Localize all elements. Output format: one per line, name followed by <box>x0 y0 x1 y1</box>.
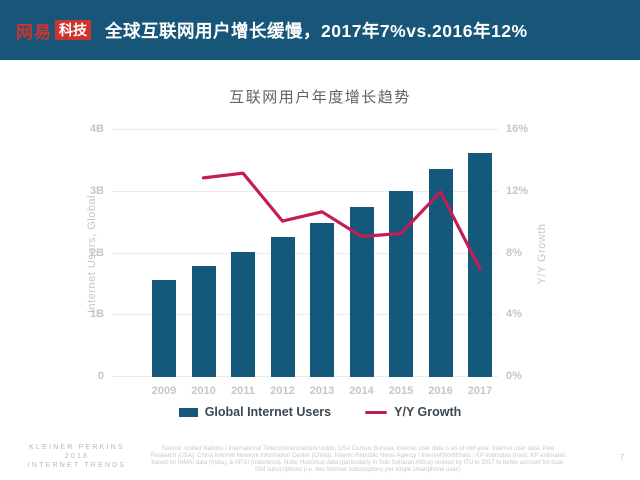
x-axis-label-2012: 2012 <box>270 385 295 397</box>
legend-item: Global Internet Users <box>178 405 332 419</box>
left-axis-tick: 3B <box>89 184 104 197</box>
left-axis-tick: 0 <box>97 370 104 382</box>
bar-2009 <box>152 280 176 377</box>
x-axis-label-2011: 2011 <box>231 385 255 397</box>
right-axis-tick: 8% <box>506 246 522 259</box>
brand-line-2: 2018 <box>64 453 90 460</box>
plot-area: Internet Users, Global Y/Y Growth 0 0% 1B 4… <box>86 123 548 397</box>
chart-title: 互联网用户年度增长趋势 <box>229 89 411 106</box>
chart-legend: Global Internet Users Y/Y Growth <box>0 405 640 419</box>
x-axis-label-2015: 2015 <box>388 385 414 397</box>
x-axis-label-2010: 2010 <box>191 385 216 397</box>
brand-line-3: INTERNET TRENDS <box>27 462 127 469</box>
x-axis-label-2017: 2017 <box>467 385 493 397</box>
x-axis-label-2016: 2016 <box>428 385 453 397</box>
right-axis-tick: 0% <box>506 370 522 382</box>
gridline <box>112 314 498 316</box>
bar-2010 <box>191 265 216 377</box>
headline-title: 全球互联网用户增长缓慢，2017年7%vs.2016年12% <box>105 20 528 41</box>
growth-line-layer <box>201 171 482 271</box>
legend-label: Y/Y Growth <box>394 405 462 419</box>
x-axis-label-2009: 2009 <box>151 385 177 397</box>
bar-2015 <box>389 190 413 377</box>
gridline <box>112 190 498 192</box>
gridline <box>112 252 498 254</box>
legend-swatch-line-icon <box>365 410 388 414</box>
left-axis-tick: 4B <box>89 123 104 135</box>
page-number: 7 <box>619 453 625 462</box>
tech-badge: 科技 <box>55 20 91 40</box>
right-axis-tick: 16% <box>506 123 529 135</box>
kleiner-perkins-brand: KLEINER PERKINS 2018 INTERNET TRENDS <box>8 443 146 470</box>
netease-logo-text: 网易 <box>16 22 52 43</box>
netease-tech-logo: 网易 科技 <box>16 18 91 43</box>
gridline <box>112 376 498 377</box>
legend-label: Global Internet Users <box>204 405 332 419</box>
left-axis-tick: 1B <box>89 308 104 321</box>
x-axis-label-2013: 2013 <box>309 385 335 397</box>
left-axis-tick: 2B <box>89 246 104 259</box>
right-axis-tick: 4% <box>506 308 522 321</box>
legend-swatch-bar-icon <box>178 407 198 417</box>
bar-2012 <box>270 237 295 377</box>
x-axis-label-2014: 2014 <box>349 385 374 397</box>
bar-2017 <box>468 152 492 377</box>
brand-line-1: KLEINER PERKINS <box>29 444 125 451</box>
bar-2011 <box>231 252 255 377</box>
bar-2013 <box>310 222 334 377</box>
legend-item: Y/Y Growth <box>365 405 461 419</box>
right-axis-tick: 12% <box>506 184 529 197</box>
source-text: Source: United Nations / International T… <box>150 446 566 473</box>
bar-2016 <box>428 168 453 377</box>
gridline <box>112 129 498 130</box>
header-bar: 网易 科技 全球互联网用户增长缓慢，2017年7%vs.2016年12% <box>0 0 640 60</box>
growth-line <box>201 171 482 271</box>
